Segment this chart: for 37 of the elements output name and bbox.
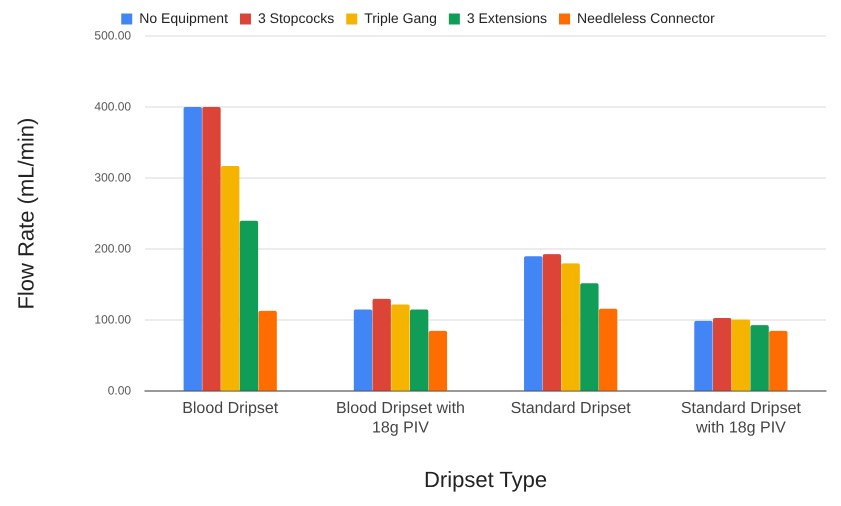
- bar: [561, 263, 580, 391]
- y-tick-label: 500.00: [94, 28, 132, 42]
- bar: [221, 166, 240, 391]
- bar: [258, 310, 277, 391]
- bar: [732, 319, 750, 391]
- y-tick-label: 400.00: [94, 99, 132, 114]
- bar: [598, 308, 618, 391]
- bar: [354, 310, 372, 391]
- bar: [542, 254, 562, 391]
- bar: [769, 330, 788, 391]
- y-tick-label: 300.00: [94, 170, 132, 184]
- legend-label: 3 Extensions: [466, 10, 548, 26]
- x-tick-label: Blood Dripset with 18g PIV: [336, 400, 465, 436]
- x-tick-label: Blood Dripset: [182, 400, 279, 418]
- legend-label: Needleless Connector: [577, 10, 716, 26]
- y-tick-label: 100.00: [94, 312, 132, 326]
- bar: [391, 304, 410, 391]
- bar: [750, 325, 769, 391]
- bar: [580, 283, 599, 391]
- bar: [524, 256, 542, 391]
- y-axis-title: Flow Rate (mL/min): [13, 118, 38, 310]
- bar: [694, 320, 713, 391]
- y-tick-label: 0.00: [108, 384, 132, 398]
- y-tick-label: 200.00: [94, 241, 132, 256]
- legend-label: 3 Stopcocks: [258, 10, 334, 26]
- legend-label: Triple Gang: [364, 10, 437, 26]
- bar: [202, 107, 221, 391]
- bar: [428, 330, 448, 391]
- x-axis-title: Dripset Type: [424, 466, 548, 492]
- bar: [240, 220, 258, 391]
- bar: [372, 298, 391, 391]
- legend-label: No Equipment: [139, 10, 228, 26]
- bar: [410, 310, 428, 391]
- bar: [712, 318, 732, 391]
- x-tick-label: Standard Dripset with 18g PIV: [680, 400, 802, 436]
- bar: [184, 107, 202, 391]
- x-tick-label: Standard Dripset: [510, 400, 632, 418]
